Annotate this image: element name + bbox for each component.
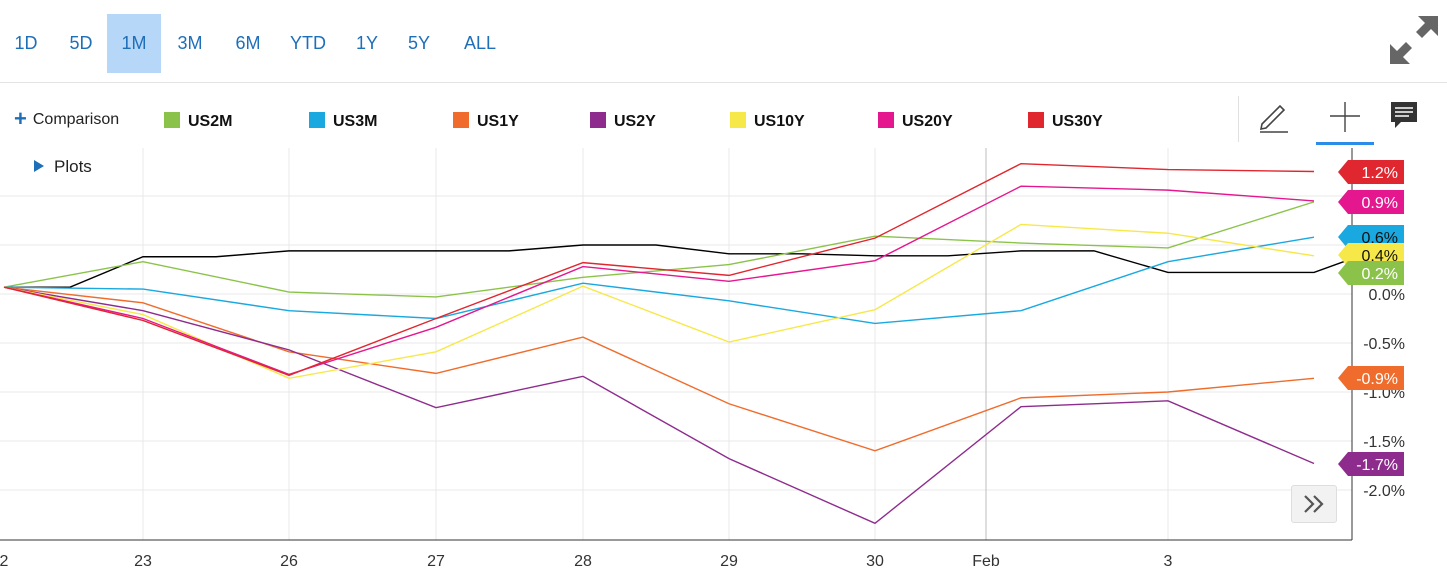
legend-label: US3M bbox=[333, 113, 378, 130]
range-button-5y[interactable]: 5Y bbox=[407, 33, 431, 53]
series-line-us10y bbox=[3, 223, 1315, 380]
double-chevron-right-icon bbox=[1304, 495, 1324, 513]
legend-swatch bbox=[878, 112, 894, 128]
legend-item-us3m[interactable]: US3M bbox=[309, 112, 377, 131]
annotation-tool-button[interactable] bbox=[1380, 96, 1432, 142]
x-tick-label: Feb bbox=[972, 553, 1000, 570]
value-tag-us30y bbox=[1338, 160, 1404, 184]
legend-swatch bbox=[730, 112, 746, 128]
value-tag-label-us10y: 0.4% bbox=[1362, 248, 1398, 265]
x-tick-label: 26 bbox=[280, 553, 298, 570]
crosshair-tool-button[interactable] bbox=[1316, 96, 1374, 145]
draw-tool-button[interactable] bbox=[1248, 96, 1300, 142]
y-tick-label: -0.5% bbox=[1363, 336, 1405, 353]
plots-label: Plots bbox=[54, 157, 92, 176]
value-tag-us2m bbox=[1338, 261, 1404, 285]
legend-item-us10y[interactable]: US10Y bbox=[730, 112, 805, 131]
value-tag-label-us20y: 0.9% bbox=[1362, 195, 1398, 212]
x-tick-label: 29 bbox=[720, 553, 738, 570]
x-tick-label: 3 bbox=[1164, 553, 1173, 570]
range-button-3m[interactable]: 3M bbox=[177, 33, 203, 53]
legend-label: US30Y bbox=[1052, 113, 1103, 130]
add-comparison-button[interactable]: + Comparison bbox=[14, 106, 119, 132]
y-tick-label: 0.0% bbox=[1369, 287, 1405, 304]
range-button-6m[interactable]: 6M bbox=[235, 33, 261, 53]
x-tick-label: 27 bbox=[427, 553, 445, 570]
legend-label: US2M bbox=[188, 113, 233, 130]
range-button-1y[interactable]: 1Y bbox=[355, 33, 379, 53]
value-tag-label-us2y: -1.7% bbox=[1356, 457, 1398, 474]
legend-swatch bbox=[453, 112, 469, 128]
base-series-line bbox=[4, 244, 1353, 288]
crosshair-icon bbox=[1330, 102, 1360, 132]
legend-swatch bbox=[1028, 112, 1044, 128]
series-line-us1y bbox=[3, 286, 1315, 452]
value-tag-us2y bbox=[1338, 452, 1404, 476]
x-tick-label: 30 bbox=[866, 553, 884, 570]
legend-item-us2m[interactable]: US2M bbox=[164, 112, 232, 131]
value-tag-label-us2m: 0.2% bbox=[1362, 266, 1398, 283]
series-line-us3m bbox=[3, 236, 1315, 325]
legend-swatch bbox=[309, 112, 325, 128]
comparison-bar: + Comparison US2M US3M US1Y US2Y US10Y US20Y US… bbox=[0, 96, 1447, 148]
legend-label: US10Y bbox=[754, 113, 805, 130]
value-tag-label-us1y: -0.9% bbox=[1356, 371, 1398, 388]
scroll-right-button[interactable] bbox=[1291, 485, 1337, 523]
range-button-5d[interactable]: 5D bbox=[69, 33, 93, 53]
x-tick-label: 2 bbox=[0, 553, 9, 570]
legend-label: US1Y bbox=[477, 113, 519, 130]
value-tag-label-us3m: 0.6% bbox=[1362, 230, 1398, 247]
series-line-us2m bbox=[3, 201, 1315, 298]
pencil-icon bbox=[1259, 104, 1288, 133]
comparison-label: Comparison bbox=[32, 111, 120, 128]
series-line-us2y bbox=[3, 286, 1315, 525]
value-tag-us1y bbox=[1338, 366, 1404, 390]
x-tick-label: 28 bbox=[574, 553, 592, 570]
legend-swatch bbox=[590, 112, 606, 128]
y-tick-label: -1.5% bbox=[1363, 434, 1405, 451]
range-button-ytd[interactable]: YTD bbox=[290, 33, 326, 53]
series-line-us20y bbox=[3, 185, 1315, 376]
value-tag-us20y bbox=[1338, 190, 1404, 214]
x-tick-label: 23 bbox=[134, 553, 152, 570]
range-selector: 1D 5D 1M 3M 6M YTD 1Y 5Y ALL bbox=[0, 0, 1447, 83]
plots-toggle[interactable]: Plots bbox=[34, 157, 92, 177]
legend-label: US2Y bbox=[614, 113, 656, 130]
expand-triangle-icon bbox=[34, 160, 44, 172]
legend-item-us30y[interactable]: US30Y bbox=[1028, 112, 1103, 131]
legend-item-us2y[interactable]: US2Y bbox=[590, 112, 656, 131]
y-tick-label: -2.0% bbox=[1363, 483, 1405, 500]
range-button-1m[interactable]: 1M bbox=[107, 14, 161, 73]
legend-label: US20Y bbox=[902, 113, 953, 130]
range-button-all[interactable]: ALL bbox=[463, 33, 497, 53]
range-button-1d[interactable]: 1D bbox=[14, 33, 38, 53]
series-line-us30y bbox=[3, 162, 1315, 377]
comment-icon bbox=[1391, 102, 1417, 128]
expand-icon[interactable] bbox=[1386, 12, 1442, 68]
legend-item-us20y[interactable]: US20Y bbox=[878, 112, 953, 131]
plus-icon: + bbox=[14, 106, 27, 131]
legend-item-us1y[interactable]: US1Y bbox=[453, 112, 519, 131]
legend-swatch bbox=[164, 112, 180, 128]
toolbar-divider bbox=[1238, 96, 1239, 142]
value-tag-label-us30y: 1.2% bbox=[1362, 165, 1398, 182]
